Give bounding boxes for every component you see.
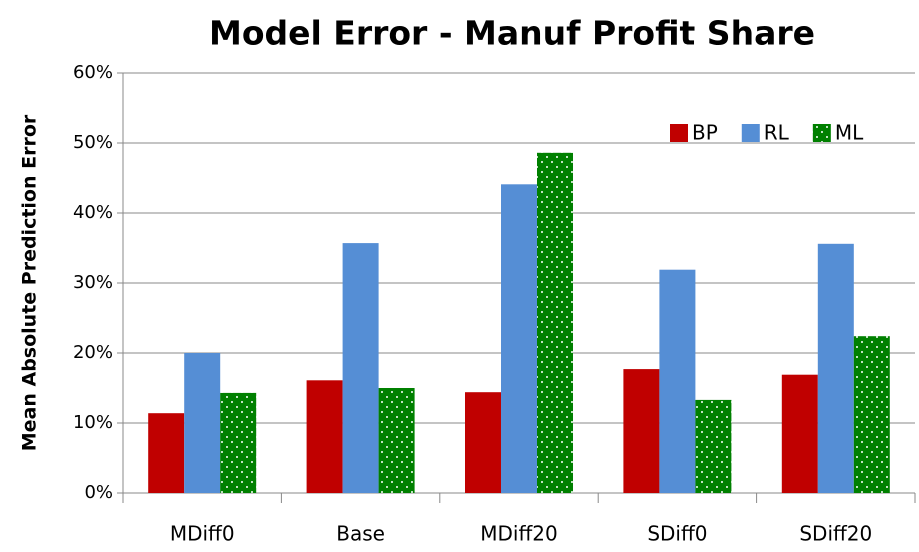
bar xyxy=(623,369,660,493)
y-axis-label: Mean Absolute Prediction Error xyxy=(19,114,41,451)
y-tick-label: 40% xyxy=(73,202,113,223)
y-tick-label: 10% xyxy=(73,412,113,433)
y-tick-label: 50% xyxy=(73,132,113,153)
chart-title: Model Error - Manuf Profit Share xyxy=(209,14,815,53)
y-tick-label: 20% xyxy=(73,342,113,363)
bar xyxy=(148,413,185,493)
bar xyxy=(220,392,257,493)
bar xyxy=(853,336,890,493)
bar xyxy=(378,388,415,493)
bar xyxy=(817,243,854,493)
x-tick-label: Base xyxy=(336,522,385,546)
bar xyxy=(695,399,732,493)
y-tick-label: 30% xyxy=(73,272,113,293)
bar xyxy=(465,392,501,493)
x-tick-label: SDiff20 xyxy=(799,522,872,546)
legend-label: BP xyxy=(692,121,718,145)
y-tick-label: 0% xyxy=(84,482,113,503)
bar xyxy=(501,184,537,494)
bar xyxy=(342,243,379,493)
legend-label: ML xyxy=(835,121,864,145)
bar xyxy=(537,152,573,494)
x-tick-label: MDiff0 xyxy=(170,522,235,546)
legend-swatch xyxy=(741,124,760,142)
legend-swatch xyxy=(670,124,688,142)
bar xyxy=(184,353,221,493)
bar xyxy=(306,380,343,493)
bar xyxy=(659,269,696,493)
legend-label: RL xyxy=(764,121,790,145)
legend-swatch xyxy=(812,124,831,142)
bar xyxy=(781,374,818,493)
x-tick-label: MDiff20 xyxy=(480,522,557,546)
y-tick-label: 60% xyxy=(73,62,113,83)
x-tick-label: SDiff0 xyxy=(647,522,707,546)
